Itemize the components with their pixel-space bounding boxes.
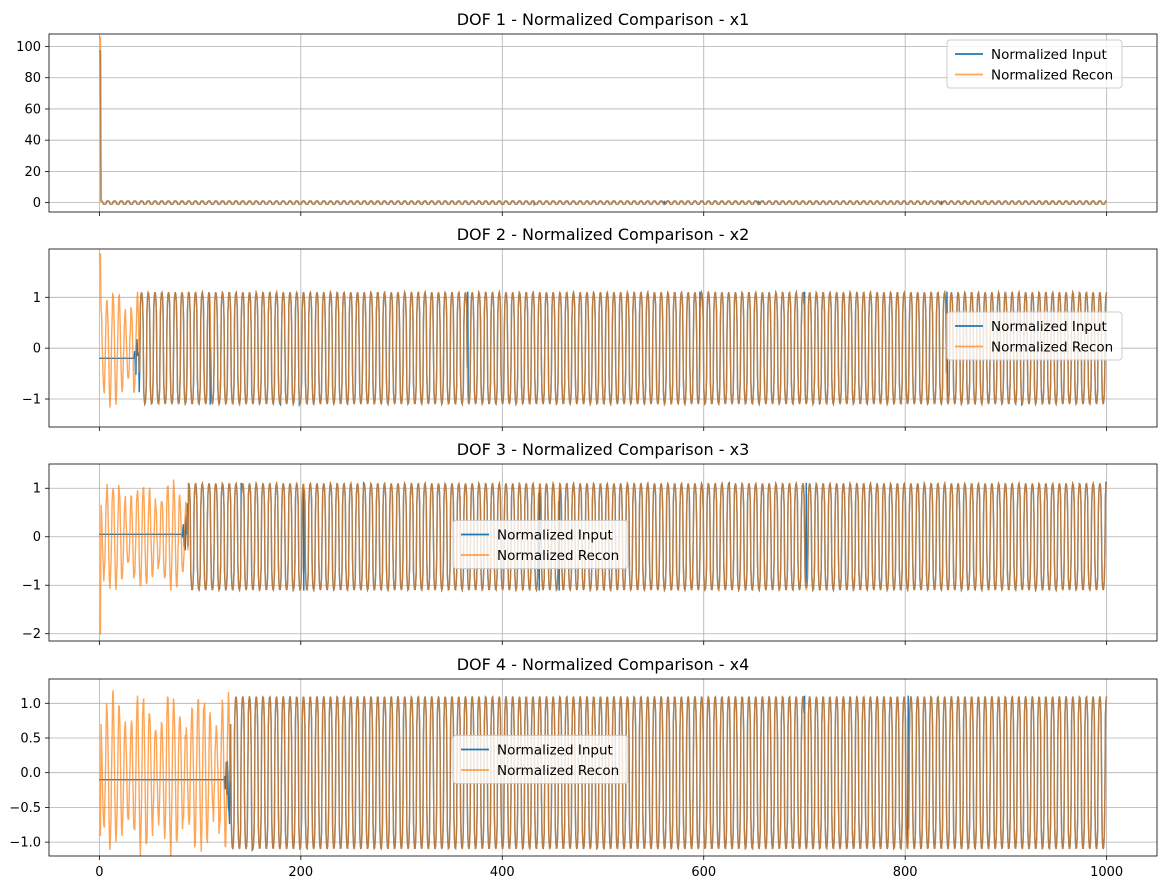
legend-label-recon: Normalized Recon (497, 763, 619, 779)
x-tick-label: 200 (288, 865, 313, 880)
chart-title: DOF 3 - Normalized Comparison - x3 (457, 440, 750, 459)
axes-frame (48, 248, 1158, 428)
panel-1: 0 20 40 60 80 100 DOF 1 - Normalized Compariso… (16, 10, 1158, 216)
legend: Normalized Input Normalized Recon (452, 520, 629, 569)
chart-title: DOF 4 - Normalized Comparison - x4 (457, 655, 750, 674)
series-normalized-recon-line (99, 690, 1108, 856)
y-tick-label: −2 (22, 627, 41, 642)
x-tick-label: 800 (893, 865, 918, 880)
legend-label-input: Normalized Input (991, 47, 1107, 63)
y-tick-label: 0 (33, 342, 41, 357)
y-tick-label: 0.5 (20, 732, 41, 747)
y-tick-label: −0.5 (9, 801, 41, 816)
legend: Normalized Input Normalized Recon (946, 311, 1123, 361)
x-tick-label: 0 (95, 865, 103, 880)
legend-box (946, 311, 1123, 361)
y-tick-label: 40 (24, 134, 41, 149)
panel-3: −2 −1 0 1 DOF 3 - Normalized Comparison - x3… (22, 440, 1158, 645)
y-tick-label: 80 (24, 71, 41, 86)
y-tick-label: 0 (33, 196, 41, 211)
y-tick-label: 0 (33, 530, 41, 545)
panel-2: −1 0 1 DOF 2 - Normalized Comparison - x2 No… (22, 225, 1158, 431)
y-tick-label: −1 (22, 579, 41, 594)
y-tick-label: −1 (22, 393, 41, 408)
x-tick-label: 1000 (1090, 865, 1123, 880)
legend-label-input: Normalized Input (497, 742, 613, 758)
panel-4: 0 200 400 600 800 1000 −1.0 −0.5 0.0 0.5 1.0 DOF 4 … (9, 655, 1158, 880)
legend-box (452, 735, 629, 784)
legend-box (946, 39, 1123, 89)
legend-box (452, 520, 629, 569)
legend: Normalized Input Normalized Recon (452, 735, 629, 784)
legend-label-recon: Normalized Recon (991, 339, 1113, 355)
y-tick-label: 60 (24, 102, 41, 117)
series-normalized-recon-line (99, 36, 1107, 206)
axes-frame (48, 33, 1158, 213)
axes-frame (48, 678, 1158, 857)
legend-label-recon: Normalized Recon (991, 67, 1113, 83)
axes-frame (48, 463, 1158, 642)
y-tick-label: 1.0 (20, 697, 41, 712)
y-tick-label: −1.0 (9, 836, 41, 851)
y-tick-label: 0.0 (20, 766, 41, 781)
chart-title: DOF 2 - Normalized Comparison - x2 (457, 225, 750, 244)
legend-label-recon: Normalized Recon (497, 548, 619, 564)
chart-title: DOF 1 - Normalized Comparison - x1 (457, 10, 750, 29)
y-tick-label: 1 (33, 291, 41, 306)
y-tick-label: 100 (16, 40, 41, 55)
y-tick-label: 20 (24, 165, 41, 180)
series-normalized-recon-line (99, 479, 1108, 635)
series-normalized-recon-line (99, 253, 1108, 408)
x-tick-label: 400 (490, 865, 515, 880)
legend: Normalized Input Normalized Recon (946, 39, 1123, 89)
y-tick-label: 1 (33, 482, 41, 497)
legend-label-input: Normalized Input (497, 527, 613, 543)
x-tick-label: 600 (691, 865, 716, 880)
legend-label-input: Normalized Input (991, 319, 1107, 335)
